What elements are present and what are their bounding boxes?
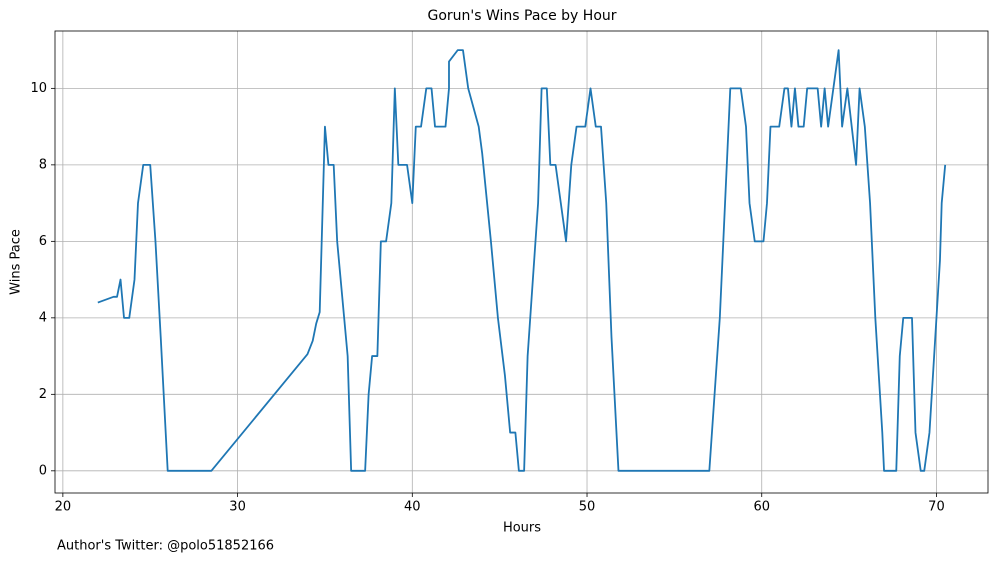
plot-frame bbox=[54, 30, 989, 494]
y-tick-label: 0 bbox=[39, 463, 47, 478]
y-tick-label: 6 bbox=[39, 234, 47, 249]
y-tick-label: 10 bbox=[30, 81, 47, 96]
x-tick-label: 60 bbox=[753, 500, 770, 515]
x-tick-label: 30 bbox=[229, 500, 246, 515]
x-tick-label: 50 bbox=[579, 500, 596, 515]
y-tick-label: 2 bbox=[39, 387, 47, 402]
x-tick-label: 70 bbox=[928, 500, 945, 515]
x-tick-label: 20 bbox=[55, 500, 72, 515]
y-axis-label: Wins Pace bbox=[9, 229, 24, 295]
chart-title: Gorun's Wins Pace by Hour bbox=[427, 8, 616, 24]
annotation: Author's Twitter: @polo51852166 bbox=[57, 539, 274, 554]
x-tick-label: 40 bbox=[404, 500, 421, 515]
y-tick-label: 4 bbox=[39, 310, 47, 325]
x-axis-label: Hours bbox=[503, 521, 541, 536]
data-line bbox=[97, 49, 947, 472]
y-tick-label: 8 bbox=[39, 157, 47, 172]
